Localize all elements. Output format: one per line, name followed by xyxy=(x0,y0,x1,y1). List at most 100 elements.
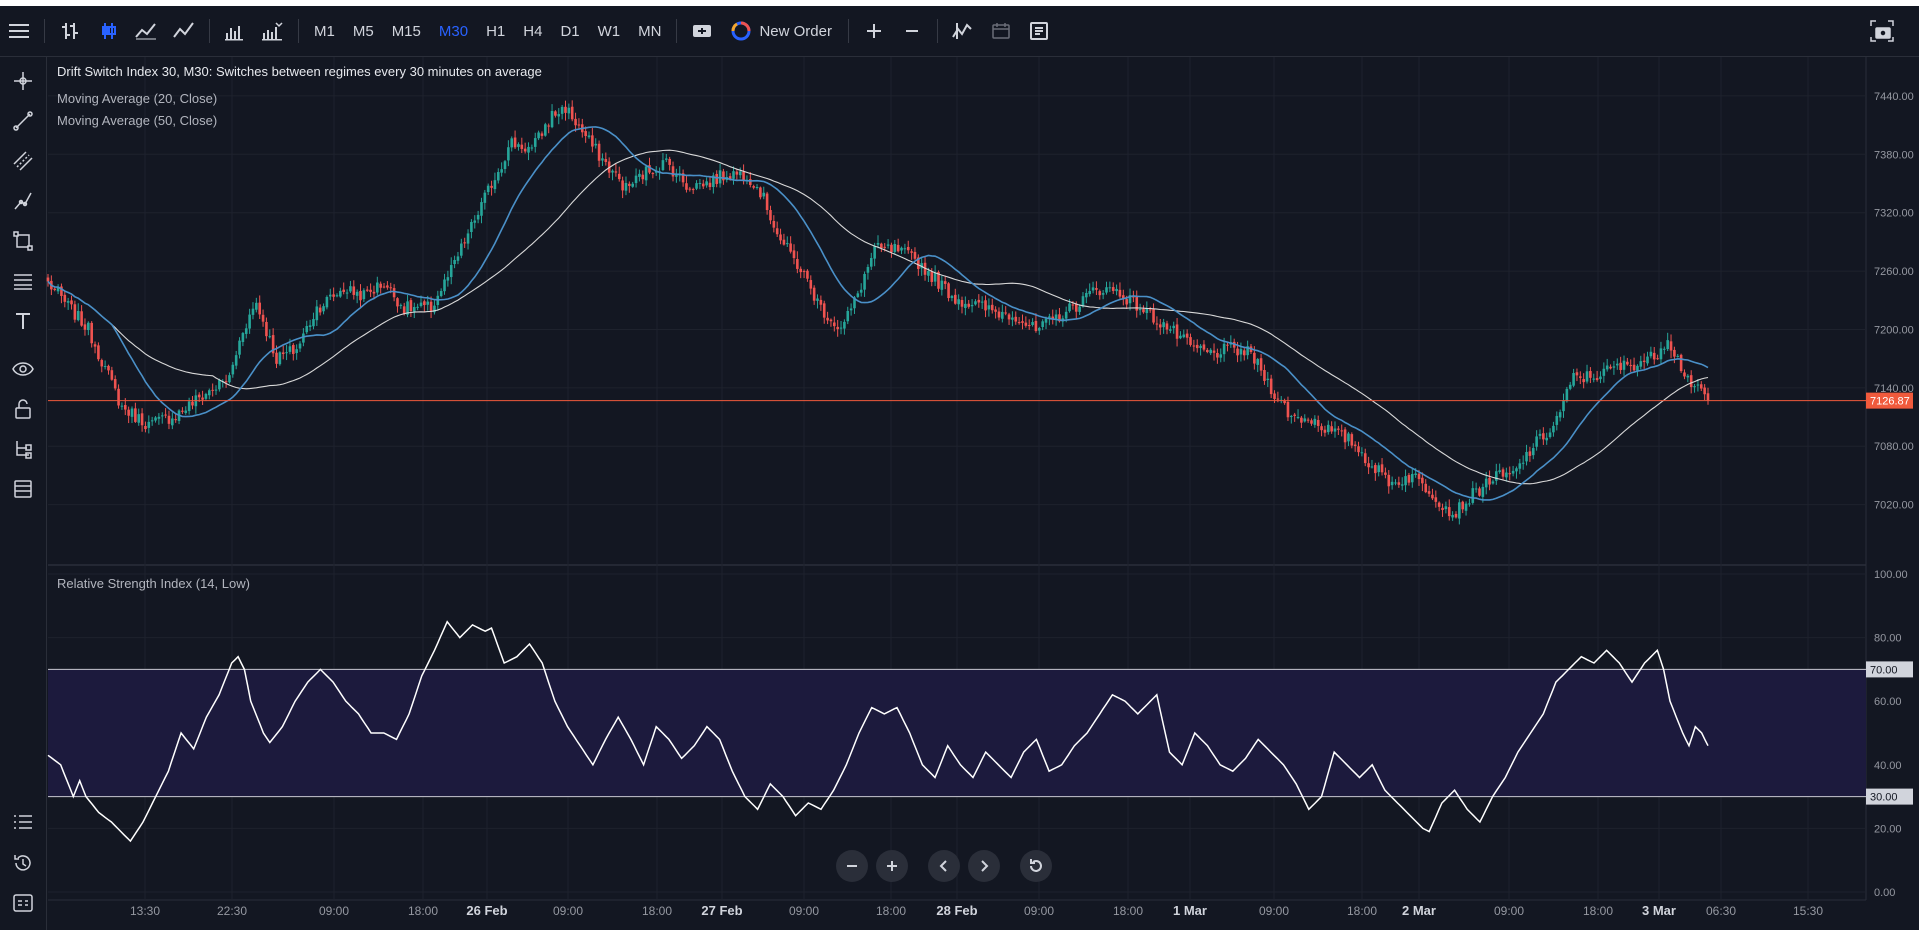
text-tool[interactable] xyxy=(0,303,46,339)
timeframe-h1[interactable]: H1 xyxy=(486,22,506,40)
candle-body xyxy=(339,290,342,297)
candle-body xyxy=(722,171,725,181)
timeframe-m30[interactable]: M30 xyxy=(438,22,469,40)
area-icon[interactable] xyxy=(165,14,203,48)
ma20-line xyxy=(47,126,1709,501)
candle-body xyxy=(123,405,127,410)
hamburger-icon[interactable] xyxy=(0,14,38,48)
templates-icon[interactable] xyxy=(1020,14,1058,48)
candle-body xyxy=(1283,400,1286,404)
bars-icon[interactable] xyxy=(51,14,89,48)
volume-bars-icon[interactable] xyxy=(216,14,254,48)
zoom-out-button[interactable] xyxy=(893,14,931,48)
candle-body xyxy=(1316,420,1320,426)
rsi-legend[interactable]: Relative Strength Index (14, Low) xyxy=(57,576,250,591)
candle-body xyxy=(46,277,50,282)
nav-zoom-out-button[interactable] xyxy=(836,850,868,882)
candle-body xyxy=(715,173,719,184)
line-icon[interactable] xyxy=(127,14,165,48)
nav-scroll-right-button[interactable] xyxy=(968,850,1000,882)
candle-body xyxy=(530,147,534,149)
trend-line-tool[interactable] xyxy=(0,103,46,139)
rsi-level-tag xyxy=(1866,661,1913,678)
timeframe-m5[interactable]: M5 xyxy=(352,22,374,40)
timeframe-mn[interactable]: MN xyxy=(638,22,662,40)
candle-body xyxy=(80,311,83,326)
candle-body xyxy=(1458,502,1461,519)
lock-icon xyxy=(15,399,31,419)
shapes-tool[interactable] xyxy=(0,223,46,259)
channel-tool[interactable] xyxy=(0,143,46,179)
timeframe-d1[interactable]: D1 xyxy=(560,22,580,40)
fibonacci-tool[interactable] xyxy=(0,263,46,299)
ma50-legend[interactable]: Moving Average (50, Close) xyxy=(57,113,218,128)
candle-body xyxy=(1595,378,1599,380)
candle-body xyxy=(1269,378,1273,395)
timeframe-m1[interactable]: M1 xyxy=(314,22,335,40)
candle-body xyxy=(1189,337,1192,345)
account-tool[interactable] xyxy=(0,885,46,921)
candle-body xyxy=(802,271,806,273)
separator xyxy=(298,19,299,43)
candle-body xyxy=(1239,349,1243,355)
history-tool[interactable] xyxy=(0,845,46,881)
candle-body xyxy=(130,408,134,417)
time-label: 1 Mar xyxy=(1173,903,1207,918)
candle-body xyxy=(567,107,571,114)
candles-icon[interactable] xyxy=(89,14,127,48)
time-label: 2 Mar xyxy=(1402,903,1436,918)
candle-body xyxy=(1132,296,1135,298)
nav-scroll-left-button[interactable] xyxy=(928,850,960,882)
watchlist-tool[interactable] xyxy=(0,804,46,840)
ma50-line xyxy=(47,149,1709,485)
nav-zoom-in-button[interactable] xyxy=(876,850,908,882)
candle-body xyxy=(496,172,500,181)
nav-reset-button[interactable] xyxy=(1020,850,1052,882)
candle-body xyxy=(1498,470,1501,472)
candle-body xyxy=(1367,463,1370,468)
candle-body xyxy=(1135,296,1139,311)
candle-body xyxy=(634,175,638,184)
visibility-tool[interactable] xyxy=(0,351,46,387)
timeframe-w1[interactable]: W1 xyxy=(597,22,621,40)
new-order-button[interactable]: New Order xyxy=(721,14,842,48)
candle-body xyxy=(866,267,870,273)
trend-line-icon xyxy=(13,111,33,131)
calendar-icon[interactable] xyxy=(982,14,1020,48)
chart-sync-icon[interactable] xyxy=(683,14,721,48)
indicators-icon[interactable] xyxy=(944,14,982,48)
candle-body xyxy=(1521,462,1525,464)
candle-body xyxy=(271,335,275,354)
candle-body xyxy=(1511,470,1515,474)
candle-body xyxy=(100,360,104,367)
ma20-legend[interactable]: Moving Average (20, Close) xyxy=(57,91,218,106)
timeframe-m15[interactable]: M15 xyxy=(391,22,421,40)
data-window-tool[interactable] xyxy=(0,471,46,507)
object-tree-tool[interactable] xyxy=(0,431,46,467)
path-tool[interactable] xyxy=(0,183,46,219)
candle-body xyxy=(134,408,137,422)
candle-body xyxy=(1074,303,1078,312)
time-label: 26 Feb xyxy=(466,903,507,918)
zoom-in-button[interactable] xyxy=(855,14,893,48)
histogram-icon[interactable] xyxy=(254,14,292,48)
candle-body xyxy=(994,309,997,312)
time-label: 3 Mar xyxy=(1642,903,1676,918)
candle-body xyxy=(1169,329,1172,331)
candle-body xyxy=(1397,482,1401,485)
candle-body xyxy=(940,280,944,290)
time-label: 18:00 xyxy=(642,904,672,918)
candle-body xyxy=(987,305,991,310)
candle-body xyxy=(1206,349,1209,353)
channel-icon xyxy=(13,151,33,171)
lock-tool[interactable] xyxy=(0,391,46,427)
candle-body xyxy=(1474,488,1478,490)
screenshot-camera-icon[interactable] xyxy=(1863,14,1901,48)
crosshair-tool[interactable] xyxy=(0,63,46,99)
candle-body xyxy=(873,245,876,259)
time-label: 06:30 xyxy=(1706,904,1736,918)
candle-body xyxy=(127,409,130,416)
timeframe-h4[interactable]: H4 xyxy=(523,22,543,40)
candle-body xyxy=(1259,358,1263,371)
